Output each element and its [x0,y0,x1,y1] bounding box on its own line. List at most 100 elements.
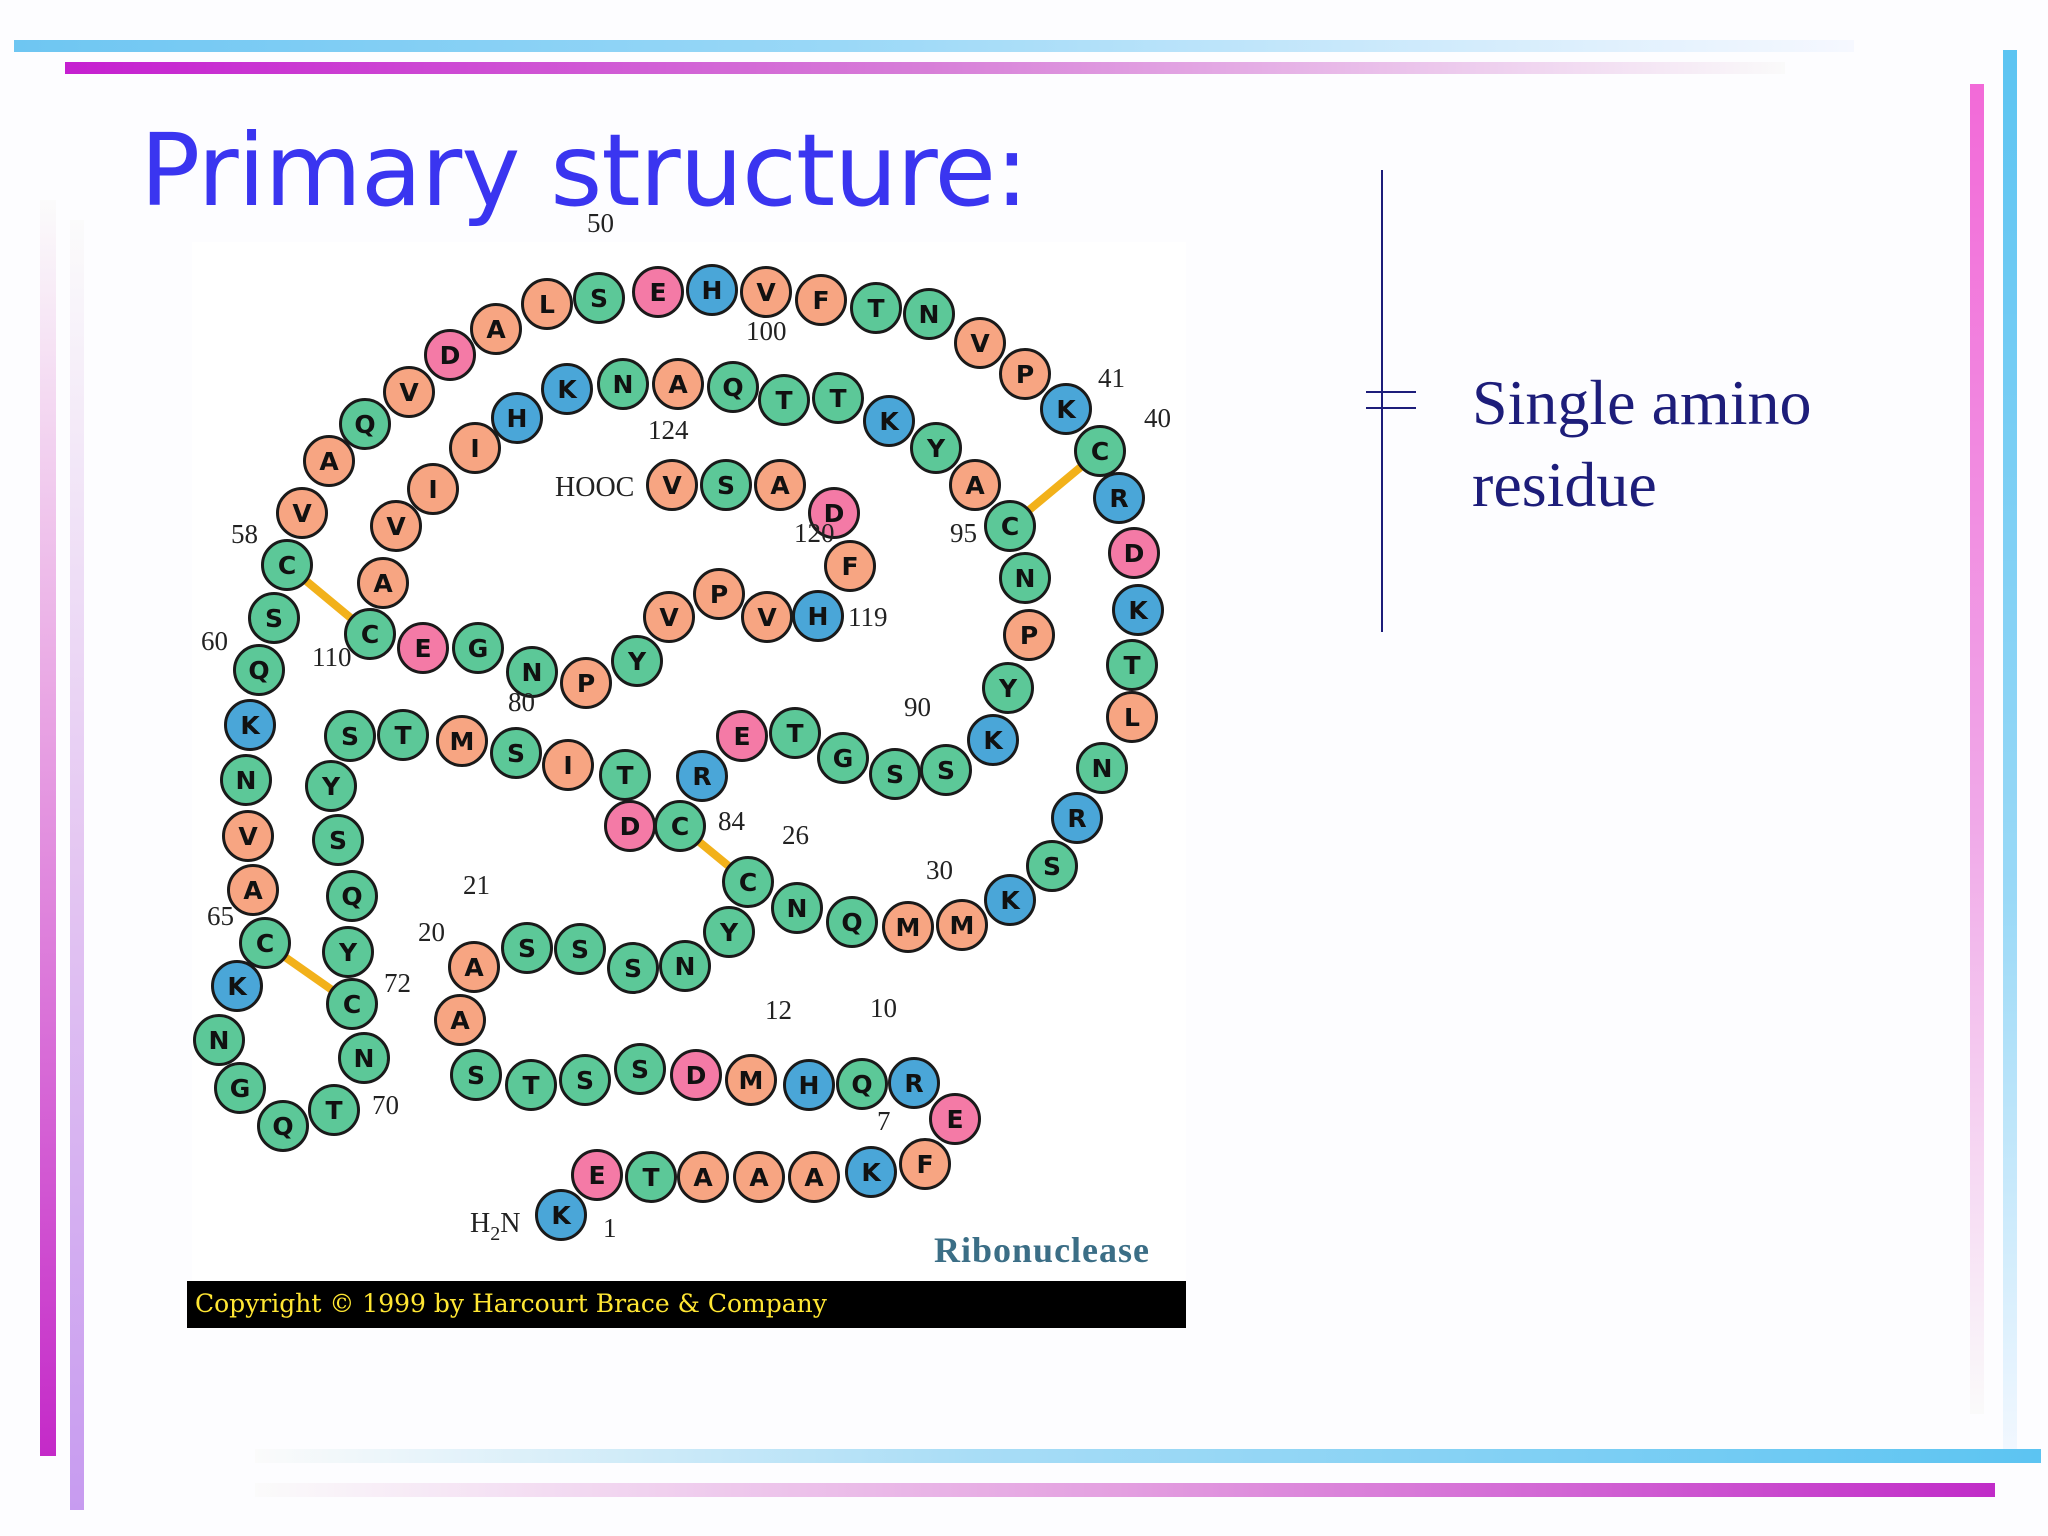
residue-bead [863,395,915,447]
residue-letter: E [414,634,431,663]
residue-84: C [654,800,706,852]
c-terminus-label: HOOC [555,472,634,503]
residue-number-124: 124 [648,415,689,445]
residue-bead [560,657,612,709]
residue-bead [686,264,738,316]
residue-letter: P [1020,621,1038,650]
residue-letter: E [649,278,666,307]
residue-33: R [1051,792,1103,844]
residue-38: D [1108,527,1160,579]
residue-letter: Q [722,373,743,402]
residue-bead [999,552,1051,604]
residue-bead [999,348,1051,400]
residue-number-41: 41 [1098,363,1125,393]
residue-letter: A [464,953,484,982]
residue-28: Q [826,896,878,948]
residue-letter: V [386,512,406,541]
residue-letter: N [209,1026,230,1055]
residue-bead [449,422,501,474]
residue-letter: A [319,447,339,476]
residue-bead [407,463,459,515]
residue-31: K [984,874,1036,926]
residue-letter: S [624,954,642,983]
residue-letter: Q [341,882,362,911]
top-accent-bar-magenta [65,62,1785,74]
residue-bead [554,923,606,975]
residue-letter: L [1124,703,1140,732]
residue-letter: V [238,822,258,851]
residue-81: I [542,739,594,791]
residue-letter: Q [272,1112,293,1141]
residue-number-90: 90 [904,692,931,722]
residue-letter: E [733,722,750,751]
residue-letter: E [588,1161,605,1190]
residue-letter: S [329,826,347,855]
residue-bead [903,288,955,340]
residue-94: N [999,552,1051,604]
residue-111: E [397,622,449,674]
residue-letter: D [824,499,845,528]
residue-letter: G [468,634,489,663]
residue-bead [326,978,378,1030]
residue-letter: D [440,341,461,370]
residue-107: I [407,463,459,515]
residue-bead [312,814,364,866]
residue-letter: V [659,603,679,632]
residue-letter: A [450,1006,470,1035]
residue-120: F [824,540,876,592]
residue-100: T [758,374,810,426]
residue-bead [571,1149,623,1201]
residue-letter: Y [719,918,739,947]
residue-48: H [686,264,738,316]
residue-bead [521,278,573,330]
residue-letter: K [879,407,900,436]
residue-letter: A [749,1163,769,1192]
residue-letter: K [983,726,1004,755]
residue-bead [949,459,1001,511]
residue-15: S [614,1043,666,1095]
residue-119: H [792,590,844,642]
residue-letter: P [577,669,595,698]
residue-bead [812,372,864,424]
residue-112: G [452,622,504,674]
residue-4: A [677,1151,729,1203]
residue-letter: T [867,294,884,323]
residue-letter: S [937,756,955,785]
residue-bead [448,941,500,993]
residue-bead [643,591,695,643]
residue-letter: I [428,475,437,504]
residue-letter: Q [851,1070,872,1099]
residue-letter: I [470,434,479,463]
residue-53: D [424,329,476,381]
residue-bead [324,710,376,762]
residue-bead [836,1058,888,1110]
residue-bead [882,901,934,953]
residue-25: Y [703,906,755,958]
residue-letter: D [686,1061,707,1090]
residue-17: T [505,1059,557,1111]
residue-letter: A [373,569,393,598]
residue-24: N [659,940,711,992]
residue-bead [305,760,357,812]
residue-105: H [491,392,543,444]
residue-bead [795,274,847,326]
residue-36: T [1106,639,1158,691]
residue-bead [1106,691,1158,743]
residue-number-65: 65 [207,901,234,931]
residue-letter: A [668,370,688,399]
residue-75: S [312,814,364,866]
residue-bead [929,1093,981,1145]
residue-bead [754,459,806,511]
residue-numbers: 1 7 10 12 20 21 26 30 40 41 50 58 60 65 70 72 80 84 90 95 10… [201,208,1171,1243]
residue-23: S [607,942,659,994]
residue-74: Q [326,870,378,922]
bottom-accent-bar-blue [255,1449,2041,1463]
residue-bead [817,732,869,784]
residue-number-26: 26 [782,820,809,850]
residue-letter: R [904,1069,923,1098]
residue-65: C [239,917,291,969]
residue-letter: T [325,1096,342,1125]
residue-letter: P [710,580,728,609]
residue-letter: Q [841,908,862,937]
residue-bead [344,608,396,660]
